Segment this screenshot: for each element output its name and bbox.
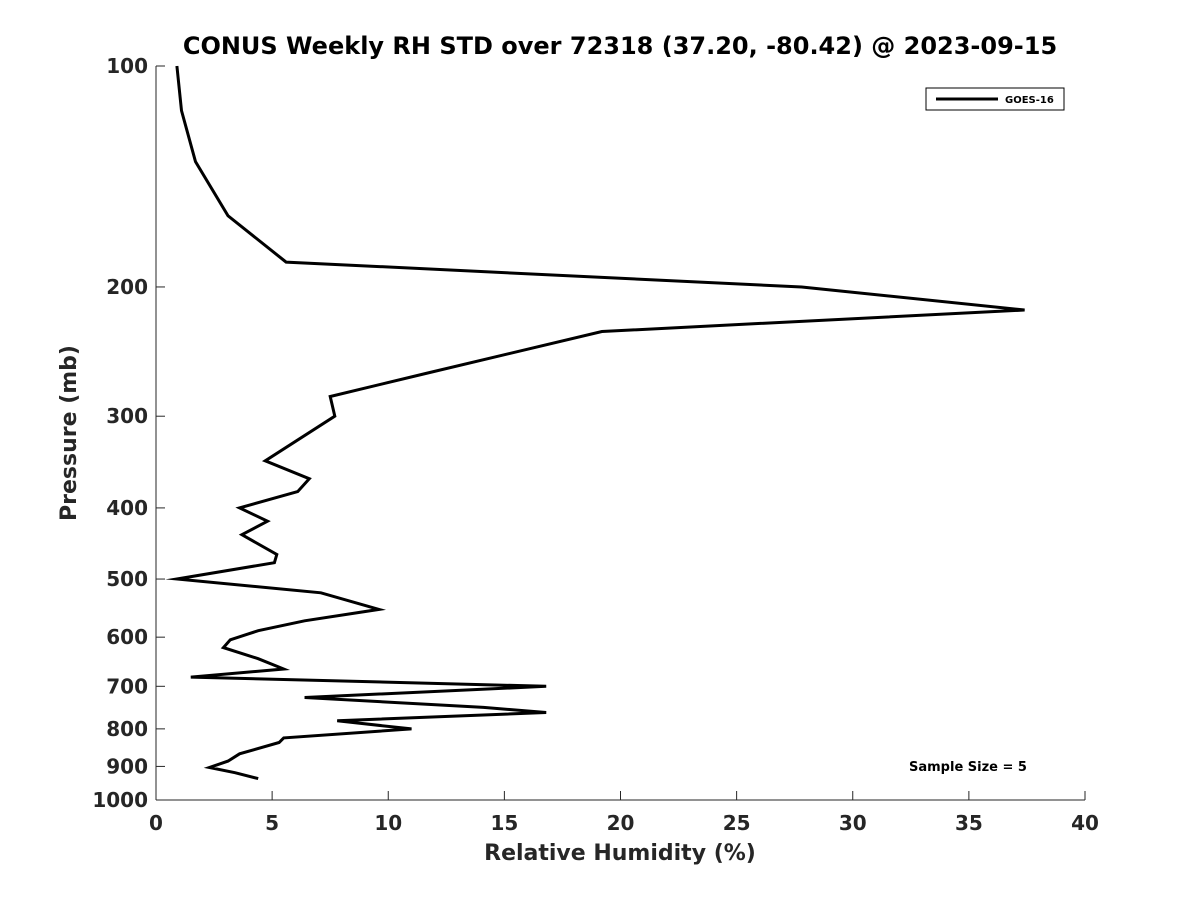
x-tick-label: 25 [723, 811, 751, 835]
y-tick-label: 600 [106, 625, 148, 649]
series-line [165, 65, 1025, 781]
y-tick-label: 800 [106, 717, 148, 741]
y-tick-label: 200 [106, 275, 148, 299]
sample-size-note: Sample Size = 5 [909, 760, 1027, 775]
x-tick-label: 5 [265, 811, 279, 835]
x-tick-label: 0 [149, 811, 163, 835]
x-tick-label: 40 [1071, 811, 1099, 835]
x-axis-label: Relative Humidity (%) [484, 841, 756, 866]
y-axis-label: Pressure (mb) [57, 345, 82, 521]
y-tick-label: 1000 [92, 788, 148, 812]
x-tick-label: 20 [607, 811, 635, 835]
y-tick-label: 300 [106, 404, 148, 428]
x-tick-label: 35 [955, 811, 983, 835]
y-tick-label: 500 [106, 567, 148, 591]
y-tick-label: 900 [106, 754, 148, 778]
y-tick-label: 100 [106, 54, 148, 78]
legend-label: GOES-16 [1005, 95, 1054, 106]
plot-area: 0 5 10 15 20 25 30 35 40 100 200 300 400 500 600 700 800… [92, 54, 1099, 835]
x-tick-label: 10 [374, 811, 402, 835]
y-tick-label: 400 [106, 496, 148, 520]
y-tick-label: 700 [106, 674, 148, 698]
chart-title: CONUS Weekly RH STD over 72318 (37.20, -… [183, 32, 1057, 60]
x-tick-label: 30 [839, 811, 867, 835]
x-tick-label: 15 [490, 811, 518, 835]
legend: GOES-16 [925, 87, 1065, 111]
